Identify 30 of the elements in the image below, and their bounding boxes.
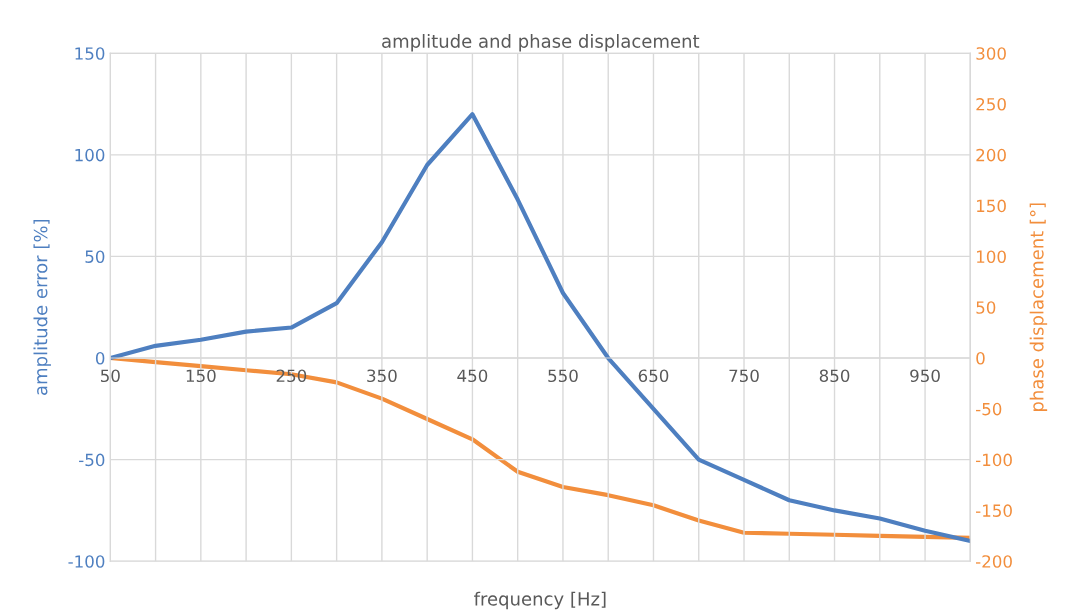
y2-tick-label: 150: [977, 199, 1006, 213]
x-tick-label: 950: [910, 369, 940, 383]
x-tick-label: 650: [638, 369, 669, 383]
y2-axis-title: phase displacement [°]: [1029, 203, 1048, 411]
y2-tick-label: 300: [976, 47, 1006, 60]
y-tick-label: 50: [85, 250, 105, 263]
x-tick-label: 450: [457, 369, 488, 383]
y2-tick-label: -50: [976, 402, 1002, 416]
y-tick-label: 100: [75, 148, 105, 162]
y2-tick-label: -200: [976, 555, 1012, 568]
y2-tick-label: 250: [976, 98, 1006, 111]
x-tick-label: 350: [367, 369, 397, 383]
chart-title: amplitude and phase displacement: [382, 33, 700, 52]
y2-tick-label: -100: [976, 453, 1012, 467]
y2-tick-label: -150: [976, 504, 1012, 517]
y2-tick-label: 100: [977, 250, 1006, 263]
y-tick-label: 0: [95, 351, 105, 365]
x-tick-label: 550: [548, 369, 578, 383]
y-tick-label: -100: [68, 555, 105, 568]
y2-tick-label: 50: [976, 301, 996, 314]
y-axis-title: amplitude error [%]: [33, 219, 51, 395]
x-axis-title: frequency [Hz]: [474, 591, 606, 610]
x-tick-label: 50: [101, 369, 120, 383]
y-tick-label: 150: [75, 47, 105, 60]
y-tick-label: -50: [79, 453, 105, 467]
y2-tick-label: 0: [976, 351, 985, 365]
y2-tick-label: 200: [976, 148, 1006, 162]
x-tick-label: 750: [729, 369, 759, 383]
x-tick-label: 850: [819, 369, 850, 383]
x-tick-label: 150: [186, 369, 216, 383]
